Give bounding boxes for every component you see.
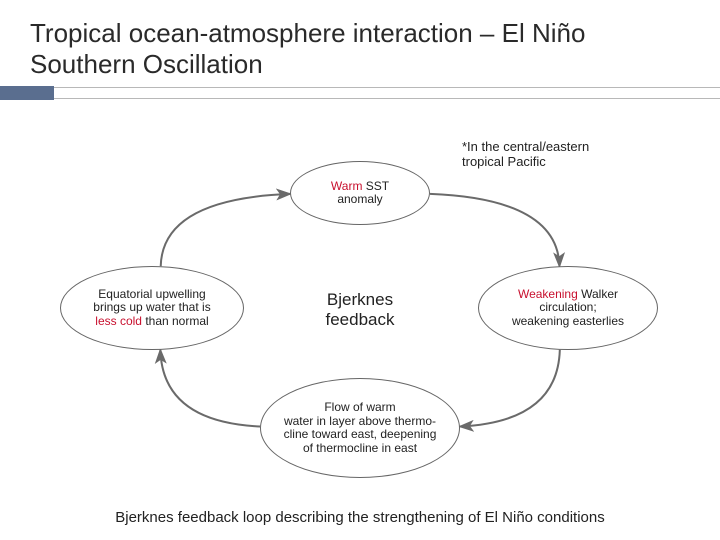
node-walker: Weakening Walkercirculation;weakening ea… <box>478 266 658 350</box>
arrow <box>430 194 560 266</box>
node-warm-sst: Warm SSTanomaly <box>290 161 430 225</box>
node-upwelling: Equatorial upwellingbrings up water that… <box>60 266 244 350</box>
center-label: Bjerknesfeedback <box>320 290 400 329</box>
node-thermocline: Flow of warmwater in layer above thermo-… <box>260 378 460 478</box>
arrow <box>160 350 260 427</box>
slide-title: Tropical ocean-atmosphere interaction – … <box>30 18 690 80</box>
accent-line-bottom <box>54 98 720 99</box>
accent-row <box>0 86 720 100</box>
arrow <box>161 194 290 266</box>
footnote-text: *In the central/eastern tropical Pacific <box>462 140 589 170</box>
slide: Tropical ocean-atmosphere interaction – … <box>0 0 720 540</box>
diagram-area: *In the central/eastern tropical Pacific… <box>30 118 690 498</box>
accent-line-top <box>54 87 720 88</box>
caption: Bjerknes feedback loop describing the st… <box>0 509 720 526</box>
accent-block <box>0 86 54 100</box>
arrow <box>460 350 560 427</box>
